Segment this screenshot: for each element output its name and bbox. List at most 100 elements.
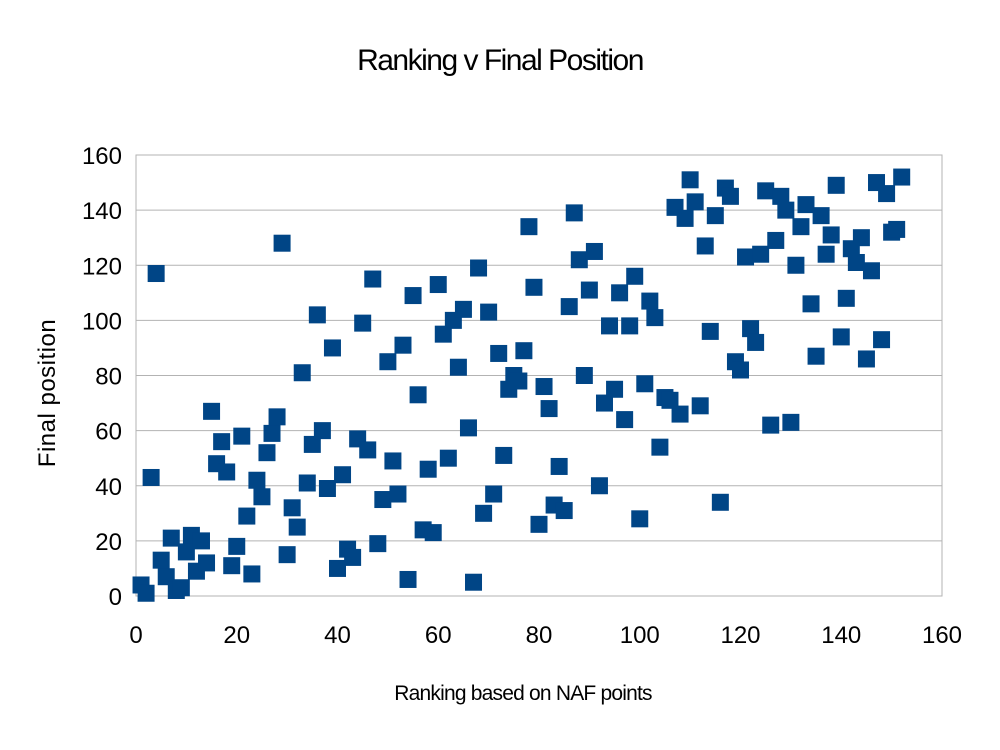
data-point (364, 270, 382, 288)
data-point (721, 187, 739, 205)
data-point (560, 298, 578, 316)
data-point (606, 380, 624, 398)
data-point (646, 309, 664, 327)
data-point (419, 460, 437, 478)
data-point (701, 322, 719, 340)
data-point (439, 449, 457, 467)
data-point (787, 256, 805, 274)
axis-tick-labels: 0 20 40 60 80 100 120 140 160 0 20 40 60 80 100 120 140 1… (82, 143, 962, 649)
data-point (278, 546, 296, 564)
data-point (888, 220, 906, 238)
data-point (752, 245, 770, 263)
data-point (394, 336, 412, 354)
data-point (878, 185, 896, 203)
data-point (782, 413, 800, 431)
data-point (470, 259, 488, 277)
data-point (893, 168, 911, 186)
data-point (681, 171, 699, 189)
data-point (873, 331, 891, 349)
data-point (147, 265, 165, 283)
data-point (192, 532, 210, 550)
data-point (177, 543, 195, 561)
data-point (334, 466, 352, 484)
data-point (429, 276, 447, 294)
data-point (661, 391, 679, 409)
data-point (318, 480, 336, 498)
data-point (832, 328, 850, 346)
data-point (203, 402, 221, 420)
x-tick-label: 20 (223, 622, 250, 649)
data-point (233, 427, 251, 445)
data-point (369, 535, 387, 553)
y-tick-label: 20 (95, 529, 122, 556)
data-point (379, 353, 397, 371)
data-point (535, 378, 553, 396)
data-point (565, 204, 583, 222)
data-point (711, 493, 729, 511)
data-point (852, 229, 870, 247)
data-point (747, 333, 765, 351)
data-point (550, 457, 568, 475)
data-point (837, 289, 855, 307)
data-point (404, 287, 422, 305)
data-point (515, 342, 533, 360)
data-point (303, 435, 321, 453)
x-tick-label: 80 (526, 622, 553, 649)
data-point (213, 433, 231, 451)
data-point (585, 242, 603, 260)
data-point (757, 182, 775, 200)
data-point (238, 507, 256, 525)
data-point (797, 196, 815, 214)
data-point (847, 253, 865, 271)
data-point (641, 292, 659, 310)
data-point (157, 568, 175, 586)
data-point (732, 361, 749, 379)
data-point (762, 416, 780, 434)
x-axis-label: Ranking based on NAF points (394, 682, 652, 705)
y-tick-label: 0 (109, 584, 122, 611)
data-point (172, 579, 190, 597)
data-point (706, 207, 724, 225)
data-point (459, 419, 477, 437)
data-point (142, 468, 160, 486)
data-point (162, 529, 180, 547)
data-point (434, 325, 452, 343)
data-point (223, 557, 241, 575)
y-tick-label: 80 (95, 364, 122, 391)
data-point (137, 584, 155, 602)
data-point (742, 320, 760, 338)
data-point (817, 245, 835, 263)
data-point (595, 394, 613, 412)
data-point (580, 281, 598, 299)
data-point (812, 207, 830, 225)
data-point (525, 278, 543, 296)
data-point (671, 405, 689, 423)
chart-title: Ranking v Final Position (357, 44, 643, 77)
data-point (822, 226, 840, 244)
data-point (258, 444, 276, 462)
y-tick-label: 160 (82, 143, 122, 170)
data-point (626, 267, 644, 285)
data-point (530, 515, 548, 533)
data-point (636, 375, 654, 393)
data-point (540, 400, 558, 418)
data-point (807, 347, 825, 365)
data-point (424, 524, 442, 542)
data-point (651, 438, 669, 456)
data-point (152, 551, 170, 569)
y-tick-label: 100 (82, 308, 122, 335)
data-point (409, 386, 427, 404)
data-point (857, 350, 875, 368)
data-point (389, 485, 407, 503)
data-point (510, 372, 528, 390)
data-point (228, 537, 246, 555)
data-point (862, 262, 880, 280)
y-tick-label: 60 (95, 419, 122, 446)
data-point (243, 565, 261, 583)
data-point (399, 570, 417, 588)
x-tick-label: 120 (720, 622, 760, 649)
data-point (601, 317, 619, 335)
data-point (802, 295, 820, 313)
data-point (767, 231, 785, 249)
